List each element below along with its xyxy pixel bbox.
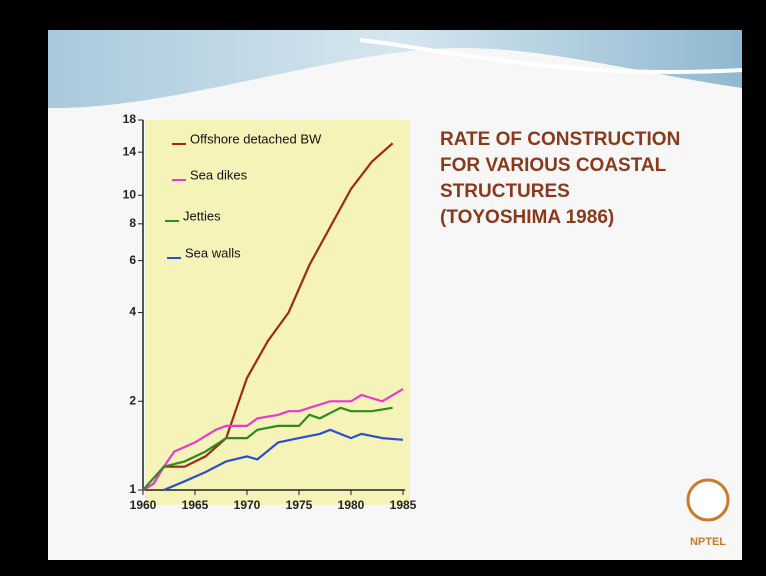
series-line — [142, 406, 393, 491]
y-tick-label: 10 — [123, 187, 137, 201]
title-line: FOR VARIOUS COASTAL — [440, 155, 667, 176]
y-tick-label: 1 — [129, 482, 136, 496]
y-tick-label: 18 — [123, 112, 137, 126]
banner-wave — [359, 38, 743, 75]
series-line — [142, 142, 394, 491]
plot-area — [145, 120, 410, 505]
title-line: RATE OF CONSTRUCTION — [440, 129, 680, 150]
y-tick-label: 4 — [129, 305, 136, 319]
logo-emblem — [686, 478, 730, 522]
legend-label: Jetties — [183, 208, 221, 223]
x-tick-label: 1975 — [286, 498, 313, 512]
title-line: STRUCTURES — [440, 181, 570, 202]
y-tick-label: 8 — [129, 216, 136, 230]
legend-label: Sea walls — [185, 245, 241, 260]
series-line — [142, 388, 404, 491]
legend-label: Offshore detached BW — [190, 131, 322, 146]
y-tick-label: 14 — [123, 144, 137, 158]
x-tick-label: 1970 — [234, 498, 261, 512]
legend-label: Sea dikes — [190, 167, 248, 182]
x-tick-label: 1985 — [390, 498, 417, 512]
x-tick-label: 1960 — [130, 498, 157, 512]
series-line — [163, 428, 404, 492]
x-tick-label: 1965 — [182, 498, 209, 512]
title-line: (TOYOSHIMA 1986) — [440, 207, 614, 228]
x-tick-label: 1980 — [338, 498, 365, 512]
logo-text: NPTEL — [690, 536, 726, 548]
y-tick-label: 2 — [129, 393, 136, 407]
y-tick-label: 6 — [129, 253, 136, 267]
banner — [48, 30, 742, 109]
